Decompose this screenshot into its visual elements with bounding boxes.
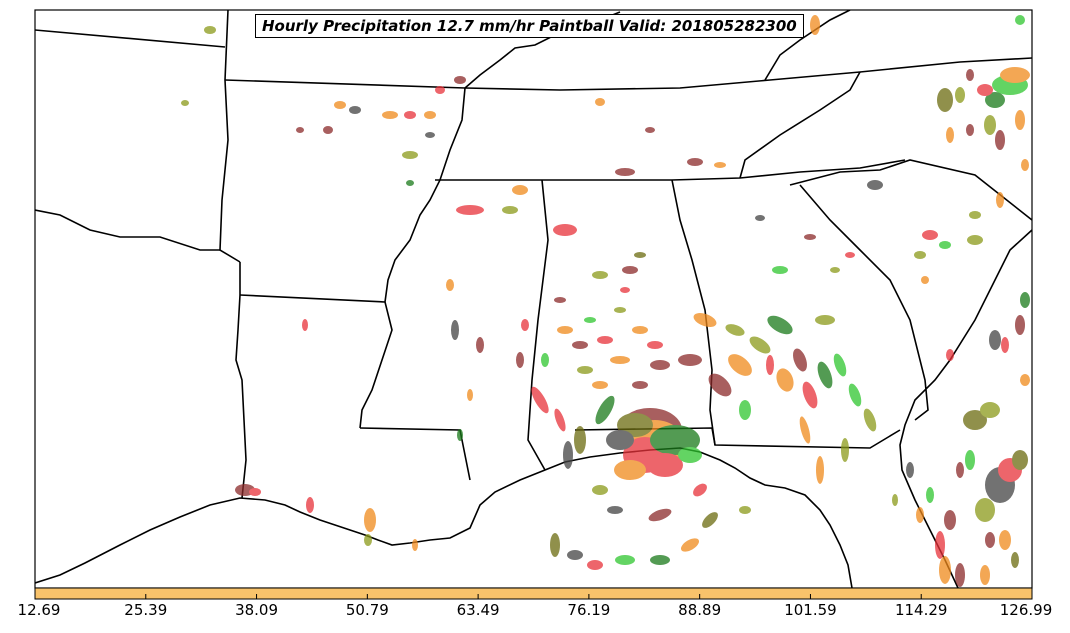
map-title: Hourly Precipitation 12.7 mm/hr Paintbal… [255,14,804,38]
colorbar-tick-label: 38.09 [235,601,279,619]
colorbar-tick-label: 101.59 [784,601,837,619]
atlantic-coast [899,229,1032,588]
tn-ky-border [464,57,1032,91]
colorbar [34,587,1033,600]
mo-line [224,10,229,81]
colorbar-tick-label: 12.69 [17,601,61,619]
precip-paintballs [181,15,1030,587]
colorbar-tick-label: 50.79 [345,601,389,619]
tx-la-border [235,262,247,499]
colorbar-tick-label: 76.19 [567,601,611,619]
map-background [35,10,1032,588]
colorbar-ticks [34,594,1033,599]
colorbar-tick-label: 114.29 [894,601,948,619]
va-border [739,71,861,179]
mississippi-river [359,87,466,429]
colorbar-tick-label: 126.99 [999,601,1053,619]
ok-ar-border [219,79,241,263]
ks-ok-border [35,29,226,48]
mo-ar-border [224,79,466,89]
colorbar-tick-label: 63.49 [456,601,500,619]
gulf-coastline [35,447,853,588]
ar-la-border [239,294,386,303]
al-ga-border [671,179,716,446]
nc-sc-border [789,159,1032,221]
ok-tx-border [35,209,220,251]
state-boundaries [35,10,1032,588]
kentucky-border [764,10,851,81]
ms-al-border [527,179,549,471]
colorbar-tick-label: 88.89 [678,601,722,619]
ga-sc-border [799,184,929,421]
colorbar-tick-label: 25.39 [124,601,168,619]
